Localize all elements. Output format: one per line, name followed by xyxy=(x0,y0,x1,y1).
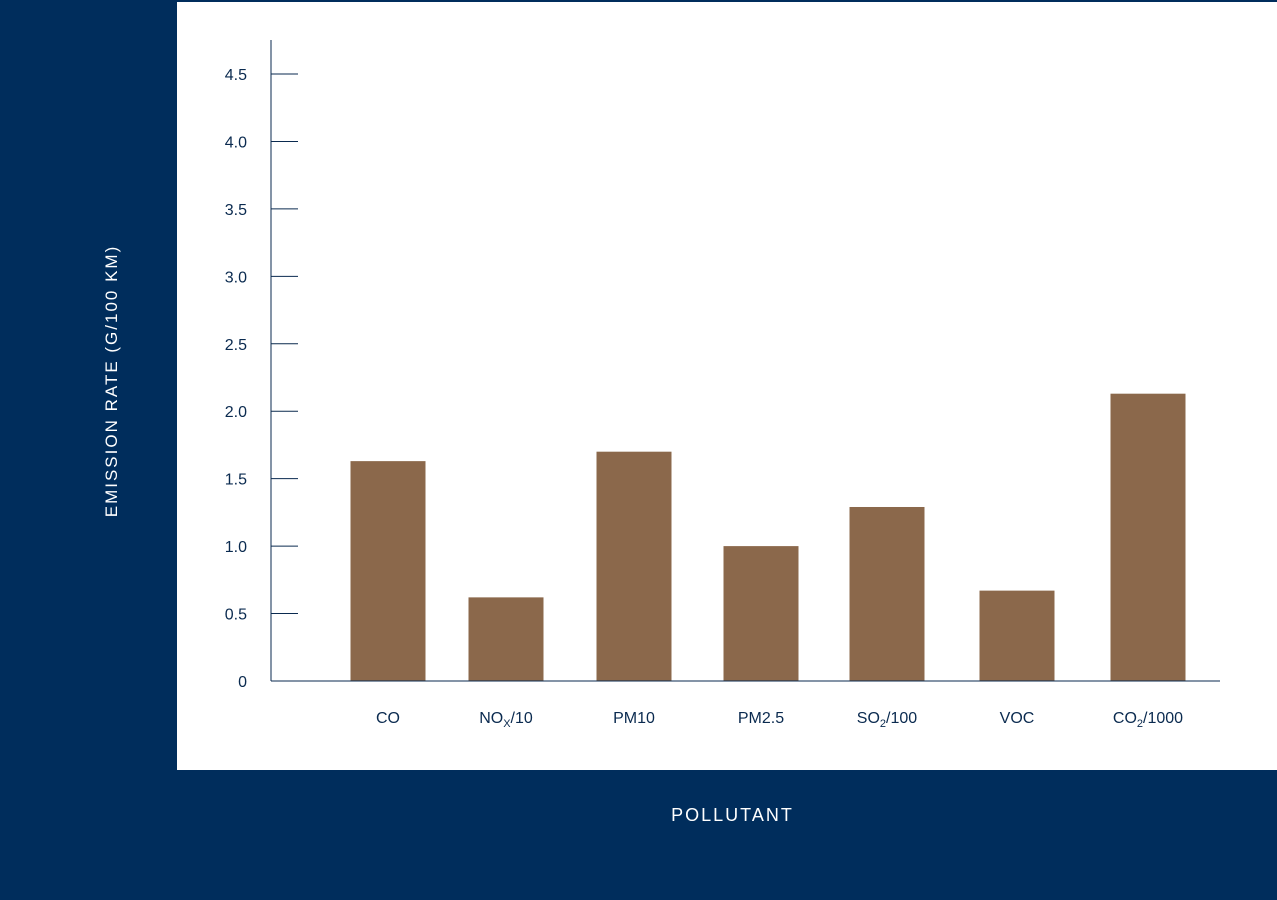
y-tick-label: 2.0 xyxy=(225,404,247,421)
y-tick-label: 3.5 xyxy=(225,202,247,219)
x-tick-label: CO2/1000 xyxy=(1113,710,1183,730)
bar-pm10 xyxy=(596,451,672,681)
y-tick-label: 4.0 xyxy=(225,134,247,151)
y-tick-label: 1.5 xyxy=(225,472,247,489)
bar-co xyxy=(350,461,426,681)
x-ticks-group: CO NOX/10 PM10 PM2.5 SO2/100 VOC CO2/1000 xyxy=(376,710,1183,730)
x-tick-label: PM2.5 xyxy=(738,710,784,727)
bar-so2-100 xyxy=(849,506,925,681)
y-tick-label: 2.5 xyxy=(225,337,247,354)
x-tick-label: SO2/100 xyxy=(857,710,917,730)
x-tick-label: NOX/10 xyxy=(479,710,533,730)
y-tick-label: 3.0 xyxy=(225,269,247,286)
y-tick-label: 0 xyxy=(238,674,247,691)
y-tick-label: 1.0 xyxy=(225,539,247,556)
x-axis-title: POLLUTANT xyxy=(671,805,794,825)
bars-group xyxy=(350,393,1186,681)
bar-voc xyxy=(979,590,1055,681)
x-tick-label: VOC xyxy=(1000,710,1035,727)
axes-group xyxy=(270,40,1220,682)
bar-nox-10 xyxy=(468,597,544,681)
y-ticks-group: 0 0.5 1.0 1.5 2.0 2.5 3.0 3.5 4.0 4.5 xyxy=(225,67,298,691)
y-axis-title: EMISSION RATE (G/100 KM) xyxy=(102,244,121,518)
x-tick-label: PM10 xyxy=(613,710,655,727)
x-tick-label: CO xyxy=(376,710,400,727)
y-tick-label: 4.5 xyxy=(225,67,247,84)
y-tick-label: 0.5 xyxy=(225,607,247,624)
bar-co2-1000 xyxy=(1110,393,1186,681)
bar-pm2-5 xyxy=(723,546,799,681)
